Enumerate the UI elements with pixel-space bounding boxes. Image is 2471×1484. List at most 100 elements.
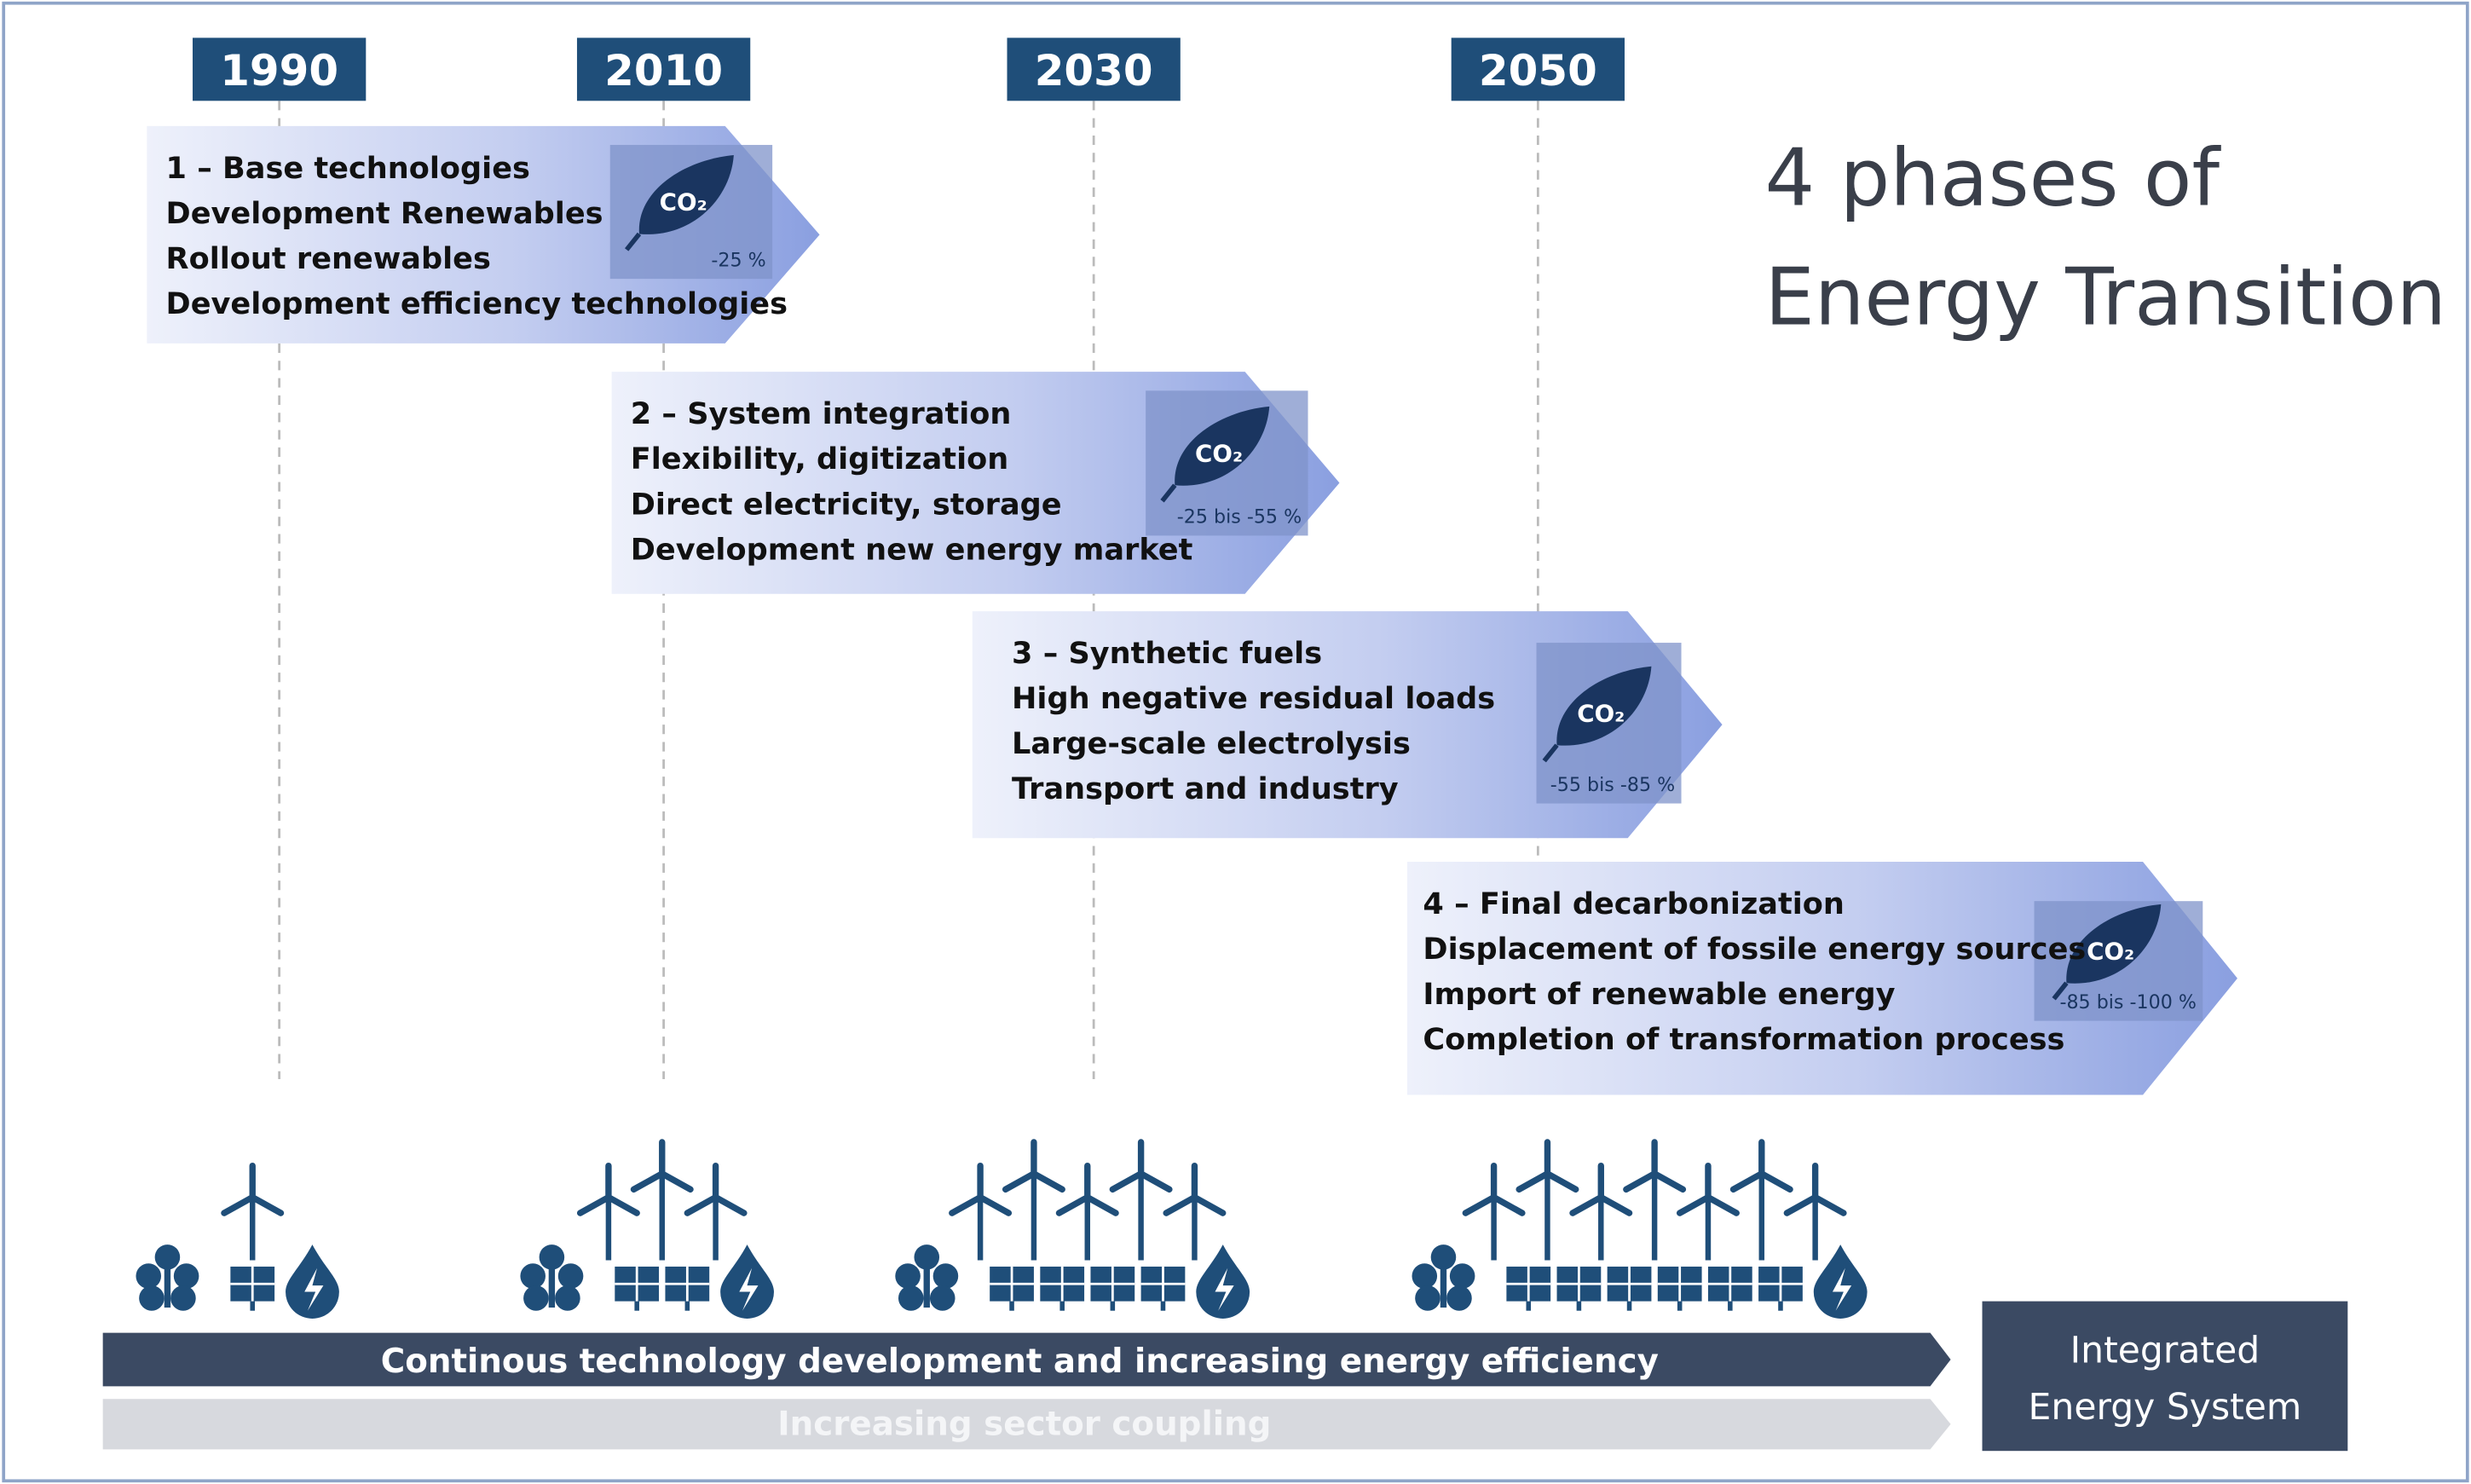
- phase-item: Flexibility, digitization: [631, 442, 1008, 476]
- reduction-label: -85 bis -100 %: [2059, 991, 2196, 1013]
- phase-title: 1 – Base technologies: [166, 151, 530, 186]
- solar-grid: [665, 1266, 710, 1302]
- phase-item: Development efficiency technologies: [166, 286, 788, 321]
- solar-grid: [1758, 1266, 1803, 1302]
- phase-title: 3 – Synthetic fuels: [1012, 636, 1322, 671]
- result-line: Integrated: [2070, 1331, 2260, 1372]
- turbine-blades: [1109, 1139, 1173, 1193]
- year-box: [1007, 38, 1181, 101]
- year-box: [192, 38, 367, 101]
- solar-grid: [1607, 1266, 1652, 1302]
- phase-title: 2 – System integration: [631, 396, 1012, 431]
- tree-leaf: [1446, 1285, 1472, 1311]
- primary-bar-label: Continous technology development and inc…: [381, 1343, 1659, 1381]
- tree-leaf: [1415, 1285, 1440, 1311]
- tree-leaf: [1430, 1244, 1457, 1270]
- tree-leaf: [932, 1263, 959, 1289]
- turbine-blades: [1462, 1162, 1526, 1216]
- phase-arrow: [972, 611, 1723, 839]
- tree-leaf: [895, 1263, 921, 1289]
- reduction-label: -25 bis -55 %: [1177, 506, 1302, 528]
- drop-bolt: [304, 1267, 324, 1311]
- solar-grid: [1506, 1266, 1551, 1302]
- tree-leaf: [139, 1285, 165, 1311]
- phase-item: Direct electricity, storage: [631, 487, 1062, 522]
- secondary-bar-label: Increasing sector coupling: [777, 1406, 1271, 1444]
- drop-bolt: [1215, 1267, 1234, 1311]
- phase-item: High negative residual loads: [1012, 681, 1495, 716]
- turbine-blades: [1163, 1162, 1227, 1216]
- tree-leaf: [898, 1285, 924, 1311]
- primary-bar: [102, 1332, 1951, 1387]
- turbine-blades: [1002, 1139, 1065, 1193]
- co2-label: CO₂: [1577, 699, 1625, 727]
- reduction-label: -25 %: [711, 249, 765, 271]
- tree-leaf: [136, 1263, 162, 1289]
- co2-leaf-stem: [1160, 483, 1177, 503]
- co2-leaf-stem: [625, 232, 642, 251]
- turbine-blades: [1516, 1139, 1579, 1193]
- result-box: [1982, 1301, 2348, 1452]
- phase-item: Development new energy market: [631, 532, 1193, 567]
- title-line: Energy Transition: [1764, 251, 2446, 344]
- year-box: [576, 38, 751, 101]
- solar-grid: [1140, 1266, 1186, 1302]
- phase-item: Large-scale electrolysis: [1012, 726, 1411, 761]
- co2-leaf: [638, 155, 734, 234]
- solar-grid: [1040, 1266, 1085, 1302]
- tree-leaf: [555, 1285, 580, 1311]
- phase-title: 4 – Final decarbonization: [1423, 886, 1845, 921]
- co2-leaf-stem: [1542, 743, 1559, 763]
- solar-grid: [615, 1266, 660, 1302]
- tree-leaf: [154, 1244, 181, 1270]
- tree-leaf: [557, 1263, 584, 1289]
- year-box: [1451, 38, 1625, 101]
- year-label: 2010: [604, 46, 723, 95]
- turbine-blades: [1623, 1139, 1687, 1193]
- tree-leaf: [1449, 1263, 1475, 1289]
- tree-leaf: [173, 1263, 199, 1289]
- solar-grid: [1556, 1266, 1602, 1302]
- phase-item: Transport and industry: [1012, 771, 1399, 806]
- turbine-blades: [949, 1162, 1013, 1216]
- tree-leaf: [914, 1244, 940, 1270]
- solar-grid: [230, 1266, 275, 1302]
- co2-label: CO₂: [2087, 938, 2134, 966]
- co2-label: CO₂: [1195, 440, 1243, 468]
- solar-grid: [990, 1266, 1034, 1302]
- turbine-blades: [1783, 1162, 1847, 1216]
- result-line: Energy System: [2029, 1387, 2302, 1429]
- secondary-bar: [102, 1399, 1951, 1450]
- turbine-blades: [1569, 1162, 1633, 1216]
- drop-bolt: [1832, 1267, 1852, 1311]
- solar-grid: [1090, 1266, 1135, 1302]
- co2-leaf: [1556, 666, 1652, 746]
- turbine-blades: [221, 1162, 285, 1216]
- turbine-blades: [1055, 1162, 1119, 1216]
- co2-label: CO₂: [660, 188, 707, 217]
- tree-leaf: [170, 1285, 196, 1311]
- phase-item: Completion of transformation process: [1423, 1022, 2064, 1057]
- phase-arrow: [1406, 861, 2237, 1095]
- tree-leaf: [929, 1285, 955, 1311]
- turbine-blades: [630, 1139, 694, 1193]
- tree-leaf: [539, 1244, 565, 1270]
- solar-grid: [1707, 1266, 1752, 1302]
- phase-item: Import of renewable energy: [1423, 977, 1895, 1012]
- title-line: 4 phases of: [1764, 131, 2221, 223]
- phase-item: Displacement of fossile energy sources: [1423, 932, 2086, 967]
- turbine-blades: [684, 1162, 748, 1216]
- drop-bolt: [739, 1267, 759, 1311]
- solar-grid: [1657, 1266, 1702, 1302]
- phase-item: Rollout renewables: [166, 241, 491, 276]
- phase-item: Development Renewables: [166, 196, 603, 231]
- co2-leaf: [1175, 406, 1270, 486]
- turbine-blades: [576, 1162, 640, 1216]
- tree-leaf: [1412, 1263, 1438, 1289]
- year-label: 2030: [1035, 46, 1153, 95]
- turbine-blades: [1729, 1139, 1793, 1193]
- co2-leaf: [2066, 904, 2162, 984]
- turbine-blades: [1676, 1162, 1740, 1216]
- tree-leaf: [523, 1285, 549, 1311]
